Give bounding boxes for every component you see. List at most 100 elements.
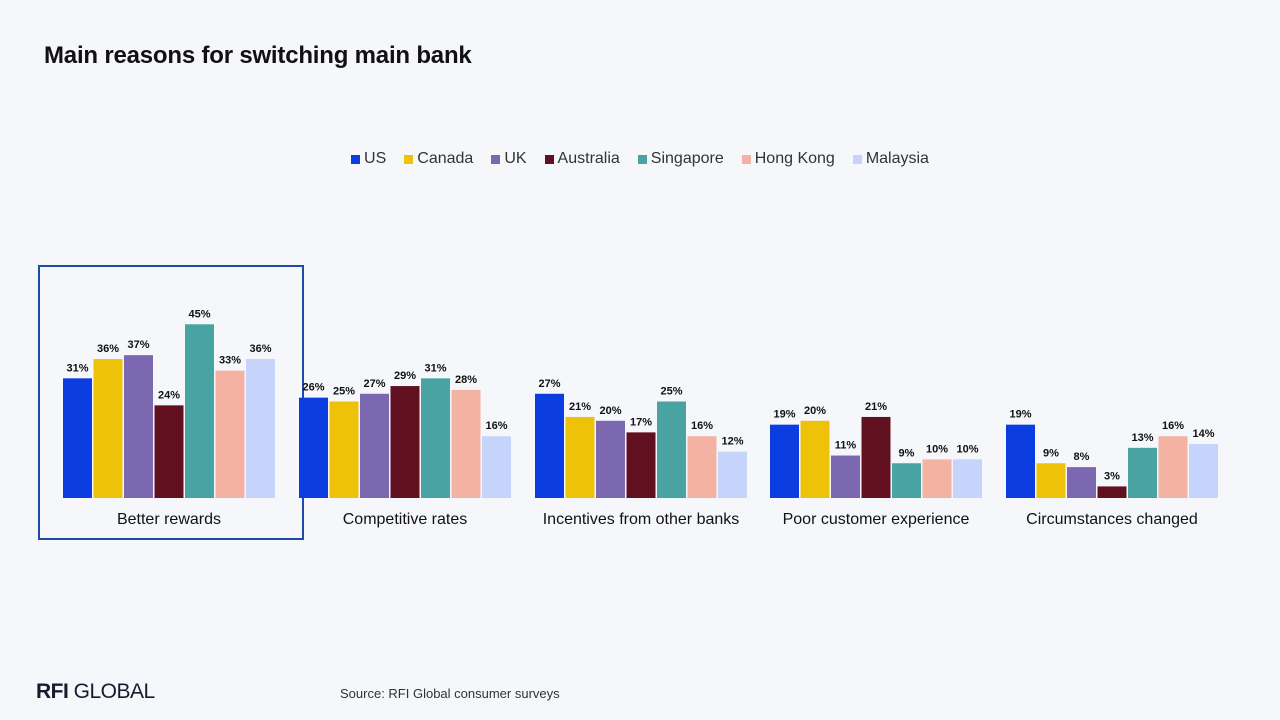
- bar-better-rewards-singapore: [185, 324, 214, 498]
- data-label-poor-customer-experience-uk: 11%: [835, 440, 857, 452]
- bar-better-rewards-canada: [93, 359, 123, 498]
- legend-swatch-hong-kong: [741, 154, 751, 164]
- group-circumstances-changed: 19% 9% 8% 3% 13% 16% 14% Circumstances changed: [1006, 409, 1218, 528]
- brand-bold: RFI: [36, 680, 69, 703]
- bar-circumstances-changed-us: [1006, 424, 1035, 498]
- data-label-incentives-from-other-banks-australia: 17%: [630, 416, 652, 428]
- legend-swatch-singapore: [637, 154, 647, 164]
- bar-competitive-rates-australia: [390, 386, 420, 498]
- data-label-better-rewards-canada: 36%: [97, 343, 119, 355]
- bar-incentives-from-other-banks-hong-kong: [687, 436, 717, 498]
- data-label-competitive-rates-hong-kong: 28%: [455, 374, 477, 386]
- legend-label-australia: Australia: [557, 150, 620, 167]
- bar-incentives-from-other-banks-canada: [565, 416, 595, 498]
- legend-swatch-uk: [491, 154, 501, 164]
- legend-swatch-canada: [404, 154, 414, 164]
- bar-better-rewards-hong-kong: [215, 370, 245, 498]
- data-label-better-rewards-uk: 37%: [127, 339, 149, 351]
- bar-better-rewards-us: [63, 378, 92, 498]
- legend-item-singapore: Singapore: [637, 150, 724, 168]
- data-label-incentives-from-other-banks-hong-kong: 16%: [691, 420, 713, 432]
- data-label-better-rewards-australia: 24%: [158, 389, 180, 401]
- data-label-better-rewards-malaysia: 36%: [249, 343, 271, 355]
- data-label-poor-customer-experience-malaysia: 10%: [956, 443, 978, 455]
- bar-incentives-from-other-banks-australia: [626, 432, 656, 498]
- data-label-competitive-rates-us: 26%: [302, 382, 324, 394]
- legend-label-canada: Canada: [417, 150, 474, 167]
- bar-circumstances-changed-uk: [1067, 467, 1096, 498]
- bar-incentives-from-other-banks-singapore: [657, 401, 686, 498]
- group-incentives-from-other-banks: 27% 21% 20% 17% 25% 16% 12% Incentives from oth…: [535, 378, 747, 528]
- brand-rest: GLOBAL: [68, 680, 156, 703]
- bar-competitive-rates-us: [299, 397, 328, 498]
- legend-item-us: US: [351, 150, 386, 168]
- data-label-competitive-rates-australia: 29%: [394, 370, 416, 382]
- bar-competitive-rates-uk: [360, 393, 389, 498]
- category-label-circumstances-changed: Circumstances changed: [1026, 511, 1198, 528]
- legend-label-malaysia: Malaysia: [865, 150, 929, 167]
- legend-label-hong-kong: Hong Kong: [754, 150, 835, 167]
- bar-competitive-rates-canada: [329, 401, 359, 498]
- legend-label-us: US: [364, 150, 387, 167]
- bar-poor-customer-experience-hong-kong: [922, 459, 952, 498]
- legend-item-hong-kong: Hong Kong: [741, 150, 835, 168]
- data-label-circumstances-changed-singapore: 13%: [1131, 432, 1153, 444]
- legend-item-australia: Australia: [544, 150, 620, 168]
- bar-circumstances-changed-hong-kong: [1158, 436, 1188, 498]
- legend-item-canada: Canada: [404, 150, 473, 168]
- legend-label-singapore: Singapore: [650, 150, 724, 167]
- bar-circumstances-changed-malaysia: [1189, 443, 1218, 498]
- bar-circumstances-changed-singapore: [1128, 447, 1157, 498]
- group-poor-customer-experience: 19% 20% 11% 21% 9% 10% 10% Poor customer experi…: [770, 401, 982, 528]
- chart-title: Main reasons for switching main bank: [44, 42, 472, 69]
- bar-circumstances-changed-canada: [1036, 463, 1066, 498]
- bar-poor-customer-experience-australia: [861, 416, 891, 498]
- data-label-poor-customer-experience-us: 19%: [773, 409, 795, 421]
- bar-incentives-from-other-banks-uk: [596, 420, 625, 498]
- data-label-poor-customer-experience-hong-kong: 10%: [926, 443, 948, 455]
- data-label-better-rewards-singapore: 45%: [188, 308, 210, 320]
- data-label-competitive-rates-uk: 27%: [363, 378, 385, 390]
- bar-competitive-rates-malaysia: [482, 436, 511, 498]
- legend-item-malaysia: Malaysia: [852, 150, 929, 168]
- data-label-competitive-rates-canada: 25%: [333, 386, 355, 398]
- data-label-better-rewards-us: 31%: [66, 362, 88, 374]
- bar-poor-customer-experience-us: [770, 424, 799, 498]
- category-label-poor-customer-experience: Poor customer experience: [783, 511, 970, 528]
- data-label-competitive-rates-malaysia: 16%: [485, 420, 507, 432]
- data-label-poor-customer-experience-australia: 21%: [865, 401, 887, 413]
- data-label-circumstances-changed-canada: 9%: [1043, 447, 1059, 459]
- data-label-competitive-rates-singapore: 31%: [424, 362, 446, 374]
- category-label-better-rewards: Better rewards: [117, 511, 221, 528]
- data-label-better-rewards-hong-kong: 33%: [219, 355, 241, 367]
- bar-poor-customer-experience-uk: [831, 455, 860, 498]
- data-label-circumstances-changed-malaysia: 14%: [1192, 428, 1214, 440]
- bar-better-rewards-uk: [124, 355, 153, 498]
- bar-circumstances-changed-australia: [1097, 486, 1127, 498]
- source-note: Source: RFI Global consumer surveys: [340, 686, 560, 701]
- legend-swatch-australia: [544, 154, 554, 164]
- group-competitive-rates: 26% 25% 27% 29% 31% 28% 16% Competitive rates: [299, 362, 511, 528]
- legend-item-uk: UK: [491, 150, 527, 168]
- data-label-circumstances-changed-australia: 3%: [1104, 470, 1120, 482]
- data-label-poor-customer-experience-canada: 20%: [804, 405, 826, 417]
- data-label-incentives-from-other-banks-singapore: 25%: [660, 386, 682, 398]
- bar-poor-customer-experience-canada: [800, 420, 830, 498]
- bar-poor-customer-experience-malaysia: [953, 459, 982, 498]
- legend-label-uk: UK: [504, 150, 527, 167]
- bar-incentives-from-other-banks-malaysia: [718, 451, 747, 498]
- bar-better-rewards-australia: [154, 405, 184, 498]
- bar-poor-customer-experience-singapore: [892, 463, 921, 498]
- data-label-circumstances-changed-uk: 8%: [1074, 451, 1090, 463]
- category-label-competitive-rates: Competitive rates: [343, 511, 468, 528]
- category-label-incentives-from-other-banks: Incentives from other banks: [543, 511, 740, 528]
- legend-swatch-us: [351, 154, 361, 164]
- group-better-rewards: 31% 36% 37% 24% 45% 33% 36% Better rewards: [38, 265, 304, 540]
- data-label-circumstances-changed-us: 19%: [1009, 409, 1031, 421]
- legend: US Canada UK Australia Singapore Hong Kong Mal…: [0, 150, 1280, 168]
- rfi-global-logo: RFI GLOBAL: [36, 680, 155, 704]
- data-label-poor-customer-experience-singapore: 9%: [899, 447, 915, 459]
- bar-better-rewards-malaysia: [246, 359, 275, 498]
- data-label-incentives-from-other-banks-malaysia: 12%: [721, 436, 743, 448]
